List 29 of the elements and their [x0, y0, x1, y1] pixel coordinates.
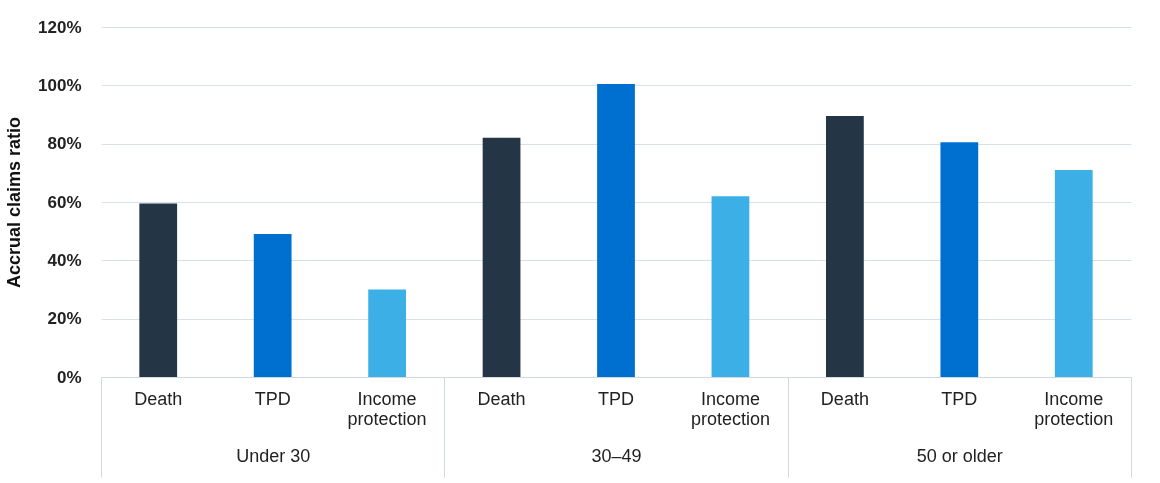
- x-tick-label: 50 or older: [916, 445, 1003, 466]
- bar: [482, 137, 521, 377]
- series-label: Income protection: [1034, 389, 1114, 429]
- y-axis-title: Accrual claims ratio: [4, 116, 25, 289]
- text: TPD: [598, 389, 634, 409]
- bar: [826, 115, 864, 377]
- y-tick-label: 60%: [47, 192, 82, 212]
- bar: [1054, 169, 1093, 377]
- y-tick-label: 20%: [47, 309, 82, 329]
- text: Death: [820, 389, 869, 409]
- bar: [368, 289, 406, 377]
- y-tick-label: 0%: [56, 367, 82, 387]
- y-tick-label: 40%: [47, 250, 82, 270]
- y-tick-label: 120%: [38, 17, 82, 37]
- series-label: TPD: [254, 389, 291, 409]
- y-tick-label: 100%: [38, 75, 82, 95]
- text: Death: [477, 389, 526, 409]
- x-tick-label: 30–49: [591, 445, 642, 466]
- text: TPD: [941, 389, 978, 409]
- bar: [597, 83, 635, 377]
- bar: [940, 142, 979, 377]
- bar: [139, 203, 178, 377]
- y-tick-label: 80%: [47, 134, 82, 154]
- text: Income protection: [347, 389, 427, 429]
- text: Income protection: [690, 389, 770, 429]
- x-tick-label: Under 30: [236, 445, 311, 466]
- bar: [253, 234, 292, 377]
- bar: [711, 196, 750, 377]
- series-label: Death: [134, 389, 183, 409]
